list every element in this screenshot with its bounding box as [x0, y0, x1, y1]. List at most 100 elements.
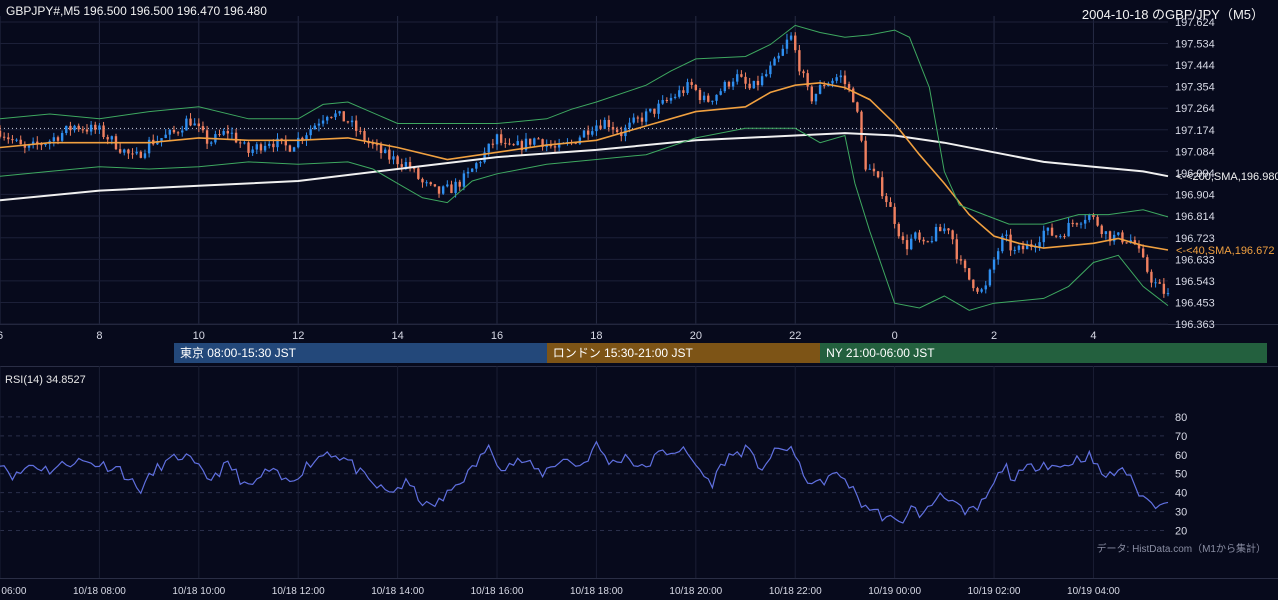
candle-body [661, 100, 664, 104]
candle-body [785, 39, 789, 49]
candle-body [1054, 235, 1058, 237]
candle-body [992, 259, 996, 270]
candle-body [615, 129, 619, 132]
candle-body [292, 147, 296, 152]
candle-body [901, 236, 905, 241]
indicator-40-sma-label: <-<40,SMA,196.672 [1176, 245, 1274, 257]
candle-body [259, 144, 263, 151]
candle-body [789, 35, 793, 40]
candle-body [65, 125, 68, 134]
candle-body [748, 83, 751, 89]
candle-body [644, 111, 648, 122]
candle-body [483, 152, 486, 163]
candle-body [189, 118, 192, 126]
candle-body [847, 84, 851, 89]
candle-body [1050, 227, 1054, 236]
candle-body [375, 144, 379, 146]
time-x-tick-label: 10/18 06:00 [0, 586, 27, 597]
candle-body [872, 168, 876, 172]
candle-body [36, 141, 39, 145]
time-x-tick-label: 10/18 10:00 [172, 586, 225, 597]
candle-body [193, 123, 196, 126]
candle-body [1025, 244, 1029, 250]
rsi-y-tick-label: 40 [1175, 488, 1187, 500]
candle-body [131, 153, 134, 155]
candle-body [752, 80, 756, 89]
candle-body [354, 120, 358, 131]
candle-body [1038, 242, 1041, 247]
candle-body [591, 131, 594, 135]
candle-body [632, 117, 635, 123]
candle-body [230, 132, 234, 134]
candle-body [649, 108, 652, 112]
candle-body [27, 144, 31, 148]
candle-body [910, 238, 913, 250]
candle-body [798, 50, 801, 72]
candle-body [972, 279, 975, 289]
candle-body [168, 129, 172, 135]
candle-body [818, 85, 822, 94]
price-x-tick-label: 20 [690, 330, 702, 342]
candle-body [309, 129, 312, 136]
time-x-tick-label: 10/19 02:00 [968, 586, 1021, 597]
candle-body [620, 131, 623, 137]
candle-body [694, 84, 698, 90]
candle-body [582, 130, 586, 138]
candle-body [640, 117, 644, 122]
candle-body [433, 184, 437, 187]
candle-body [210, 142, 213, 144]
candle-body [516, 141, 519, 146]
candle-body [288, 145, 292, 152]
candle-body [31, 141, 35, 145]
candle-body [69, 125, 72, 131]
symbol-info: GBPJPY#,M5 196.500 196.500 196.470 196.4… [6, 4, 267, 18]
candle-body [777, 55, 780, 59]
candle-body [794, 35, 797, 51]
candle-body [425, 182, 428, 184]
candle-body [11, 139, 14, 141]
price-x-tick-label: 18 [590, 330, 602, 342]
price-y-tick-label: 196.994 [1175, 168, 1215, 180]
candle-body [7, 137, 10, 140]
rsi-y-tick-label: 20 [1175, 526, 1187, 538]
candle-body [1137, 244, 1141, 249]
candle-body [905, 240, 909, 250]
candle-body [1162, 283, 1166, 294]
candle-body [628, 122, 631, 128]
candle-body [922, 239, 925, 242]
candle-body [1034, 246, 1037, 248]
candle-body [711, 100, 714, 102]
candle-body [885, 196, 888, 203]
candle-body [284, 139, 287, 146]
candle-body [15, 139, 18, 141]
candle-body [181, 130, 184, 133]
price-x-tick-label: 4 [1090, 330, 1096, 342]
candle-body [959, 259, 963, 261]
candle-body [1092, 214, 1095, 217]
time-x-tick-label: 10/18 18:00 [570, 586, 623, 597]
candle-body [951, 230, 954, 240]
candle-body [334, 113, 337, 118]
candle-body [1141, 248, 1145, 258]
candle-body [876, 171, 880, 178]
candle-body [1005, 234, 1008, 236]
session-band: 東京 08:00-15:30 JST [173, 343, 547, 363]
candle-body [756, 80, 760, 86]
session-band: NY 21:00-06:00 JST [820, 343, 1268, 363]
candle-body [466, 171, 470, 174]
candle-body [678, 90, 681, 97]
candle-body [313, 125, 316, 130]
candle-body [719, 91, 722, 95]
candle-body [255, 144, 258, 150]
candle-body [143, 153, 147, 158]
candle-body [297, 137, 300, 148]
candle-body [226, 131, 230, 134]
candle-body [852, 88, 855, 103]
candle-body [769, 65, 772, 75]
rsi-y-tick-label: 50 [1175, 469, 1187, 481]
candle-body [19, 139, 22, 145]
candle-body [40, 144, 43, 146]
rsi-label: RSI(14) 34.8527 [5, 374, 86, 386]
price-panel: <-<200,SMA,196.980 <-<40,SMA,196.672 [0, 24, 1278, 311]
price-y-tick-label: 196.814 [1175, 211, 1215, 223]
